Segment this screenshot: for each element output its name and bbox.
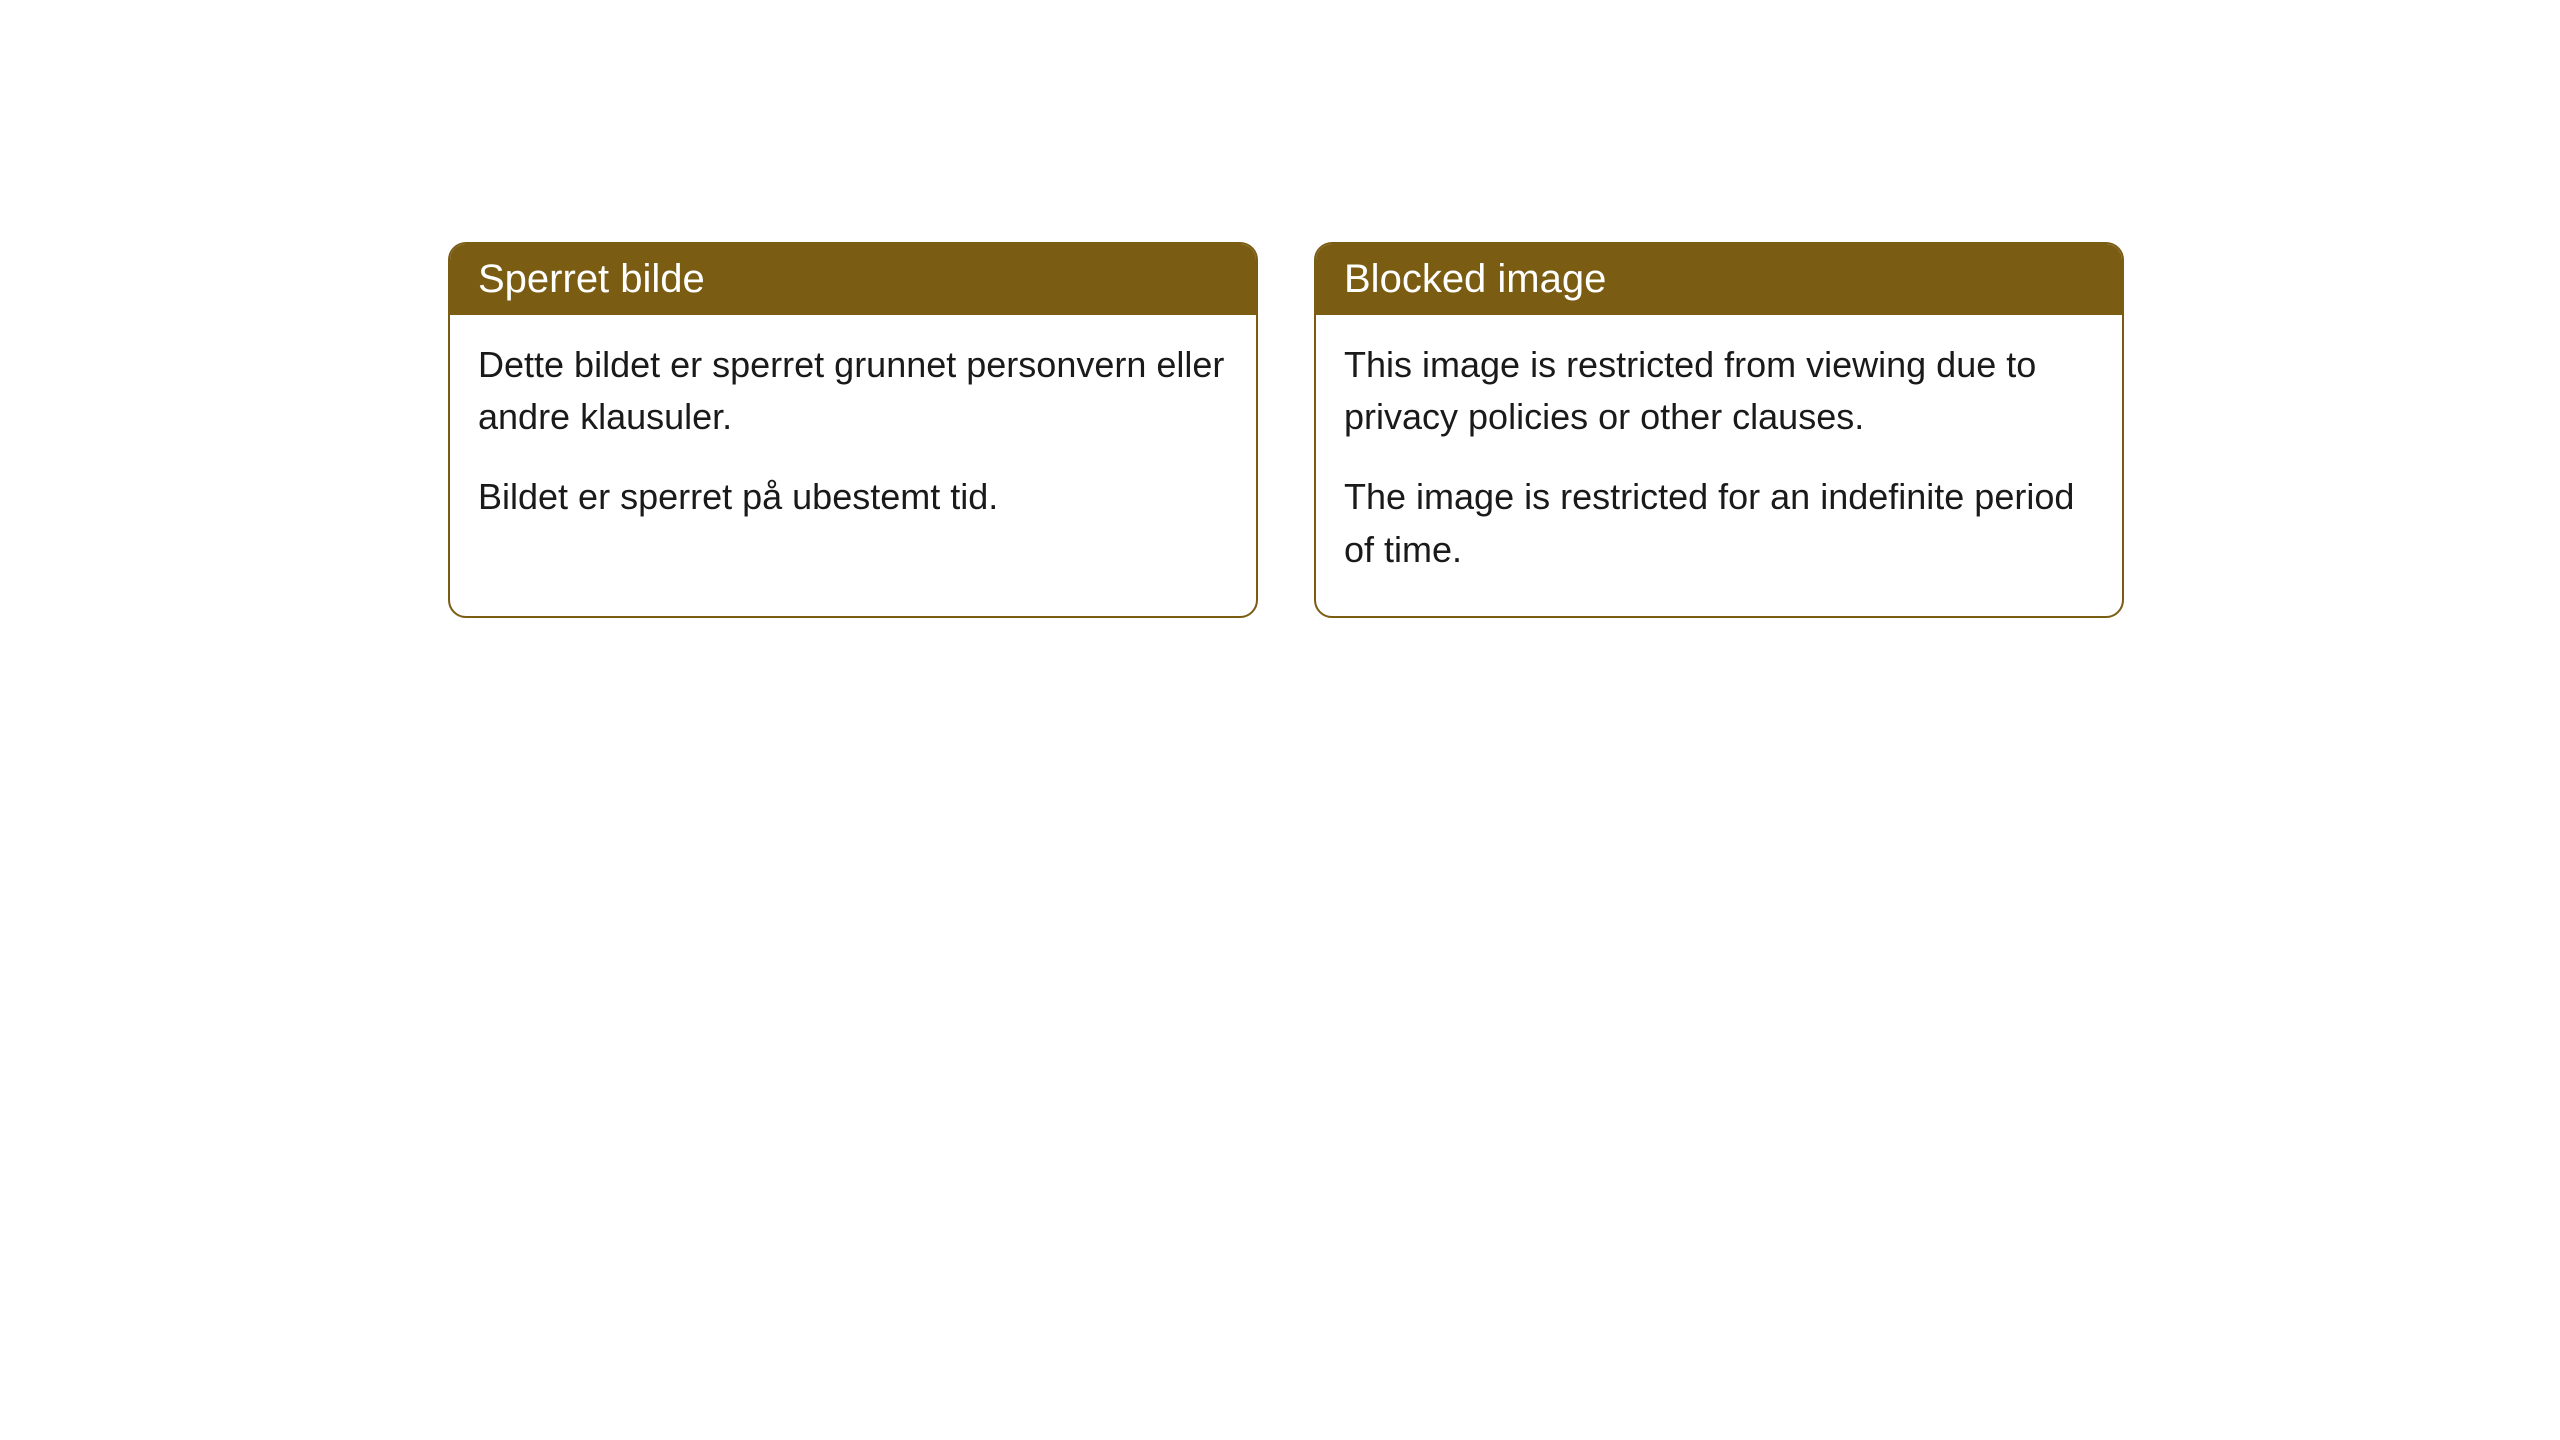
card-body-norwegian: Dette bildet er sperret grunnet personve…: [450, 315, 1256, 564]
card-paragraph-1-english: This image is restricted from viewing du…: [1344, 339, 2094, 443]
card-body-english: This image is restricted from viewing du…: [1316, 315, 2122, 616]
card-paragraph-2-norwegian: Bildet er sperret på ubestemt tid.: [478, 471, 1228, 523]
card-paragraph-2-english: The image is restricted for an indefinit…: [1344, 471, 2094, 575]
card-header-english: Blocked image: [1316, 244, 2122, 315]
card-paragraph-1-norwegian: Dette bildet er sperret grunnet personve…: [478, 339, 1228, 443]
cards-container: Sperret bilde Dette bildet er sperret gr…: [448, 242, 2124, 618]
card-norwegian: Sperret bilde Dette bildet er sperret gr…: [448, 242, 1258, 618]
card-header-norwegian: Sperret bilde: [450, 244, 1256, 315]
card-english: Blocked image This image is restricted f…: [1314, 242, 2124, 618]
